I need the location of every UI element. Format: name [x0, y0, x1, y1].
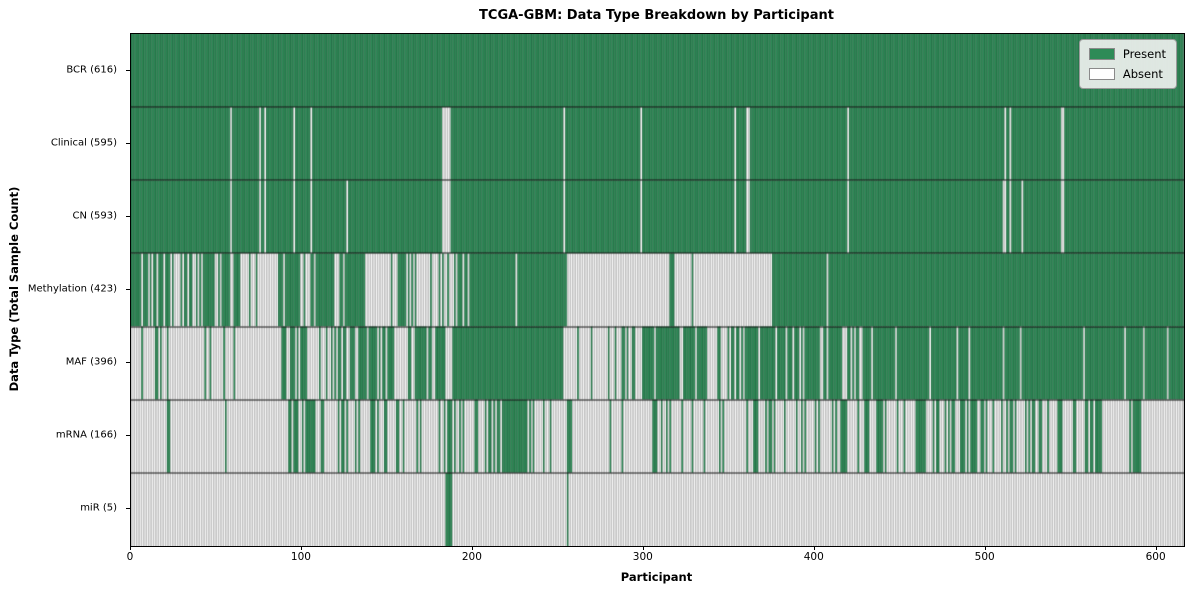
- x-tick-mark: [642, 546, 644, 550]
- row-label: Methylation (423): [27, 283, 117, 295]
- x-tick-label: 600: [1145, 551, 1166, 563]
- row-label: Clinical (595): [50, 137, 117, 149]
- legend-item-present: Present: [1088, 47, 1166, 61]
- row-label: miR (5): [80, 502, 117, 514]
- legend-label-present: Present: [1122, 47, 1166, 61]
- y-tick-mark: [126, 435, 130, 437]
- x-tick-label: 400: [803, 551, 824, 563]
- x-tick-mark: [300, 546, 302, 550]
- chart-title: TCGA-GBM: Data Type Breakdown by Partici…: [479, 8, 834, 23]
- x-tick-label: 200: [461, 551, 482, 563]
- y-tick-mark: [126, 142, 130, 144]
- x-tick-mark: [984, 546, 986, 550]
- x-tick-mark: [813, 546, 815, 550]
- y-tick-mark: [126, 69, 130, 71]
- row-label: BCR (616): [66, 64, 117, 76]
- legend-label-absent: Absent: [1122, 67, 1163, 81]
- x-tick-mark: [1155, 546, 1157, 550]
- x-axis-label: Participant: [620, 570, 693, 584]
- y-tick-mark: [126, 508, 130, 510]
- legend-swatch-present-icon: [1088, 48, 1115, 60]
- row-label: MAF (396): [65, 356, 117, 368]
- plot-area: Present Absent: [130, 33, 1185, 547]
- row-label: mRNA (166): [55, 429, 117, 441]
- legend-swatch-absent-icon: [1088, 68, 1115, 80]
- x-tick-mark: [130, 546, 131, 550]
- x-tick-label: 300: [632, 551, 653, 563]
- x-tick-label: 500: [974, 551, 995, 563]
- y-tick-mark: [126, 289, 130, 290]
- legend: Present Absent: [1078, 39, 1177, 89]
- x-tick-label: 100: [290, 551, 311, 563]
- x-tick-mark: [471, 546, 473, 550]
- y-tick-mark: [126, 362, 130, 364]
- heatmap-canvas: [131, 34, 1184, 546]
- x-tick-label: 0: [126, 551, 134, 563]
- row-label: CN (593): [72, 210, 117, 222]
- legend-item-absent: Absent: [1088, 67, 1166, 81]
- y-tick-mark: [126, 215, 130, 217]
